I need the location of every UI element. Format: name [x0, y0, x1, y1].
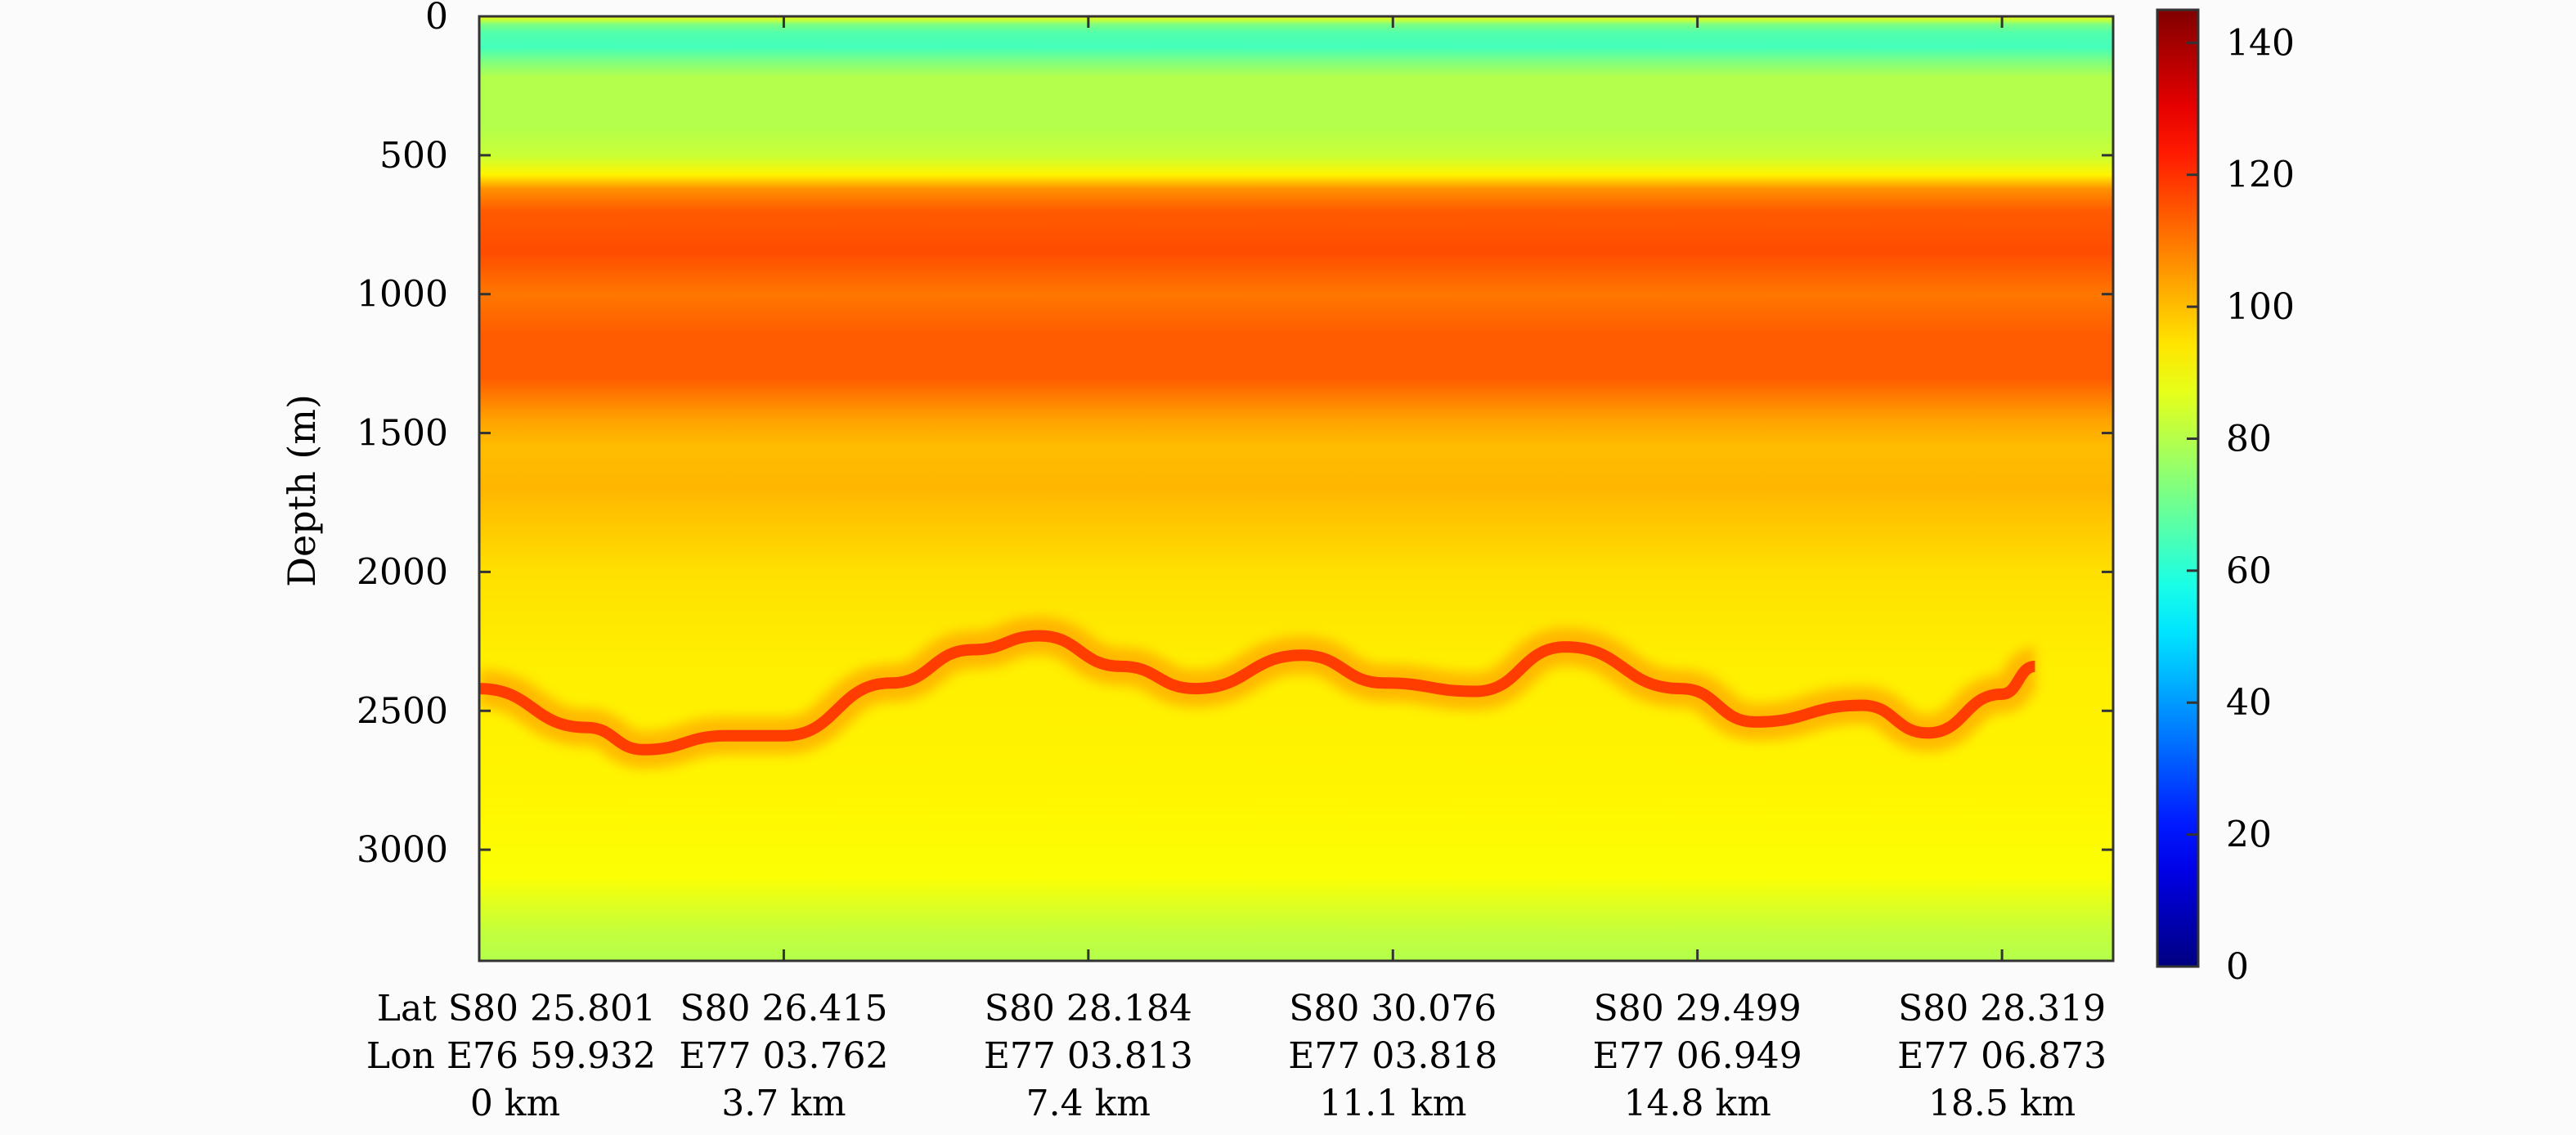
x-tick-longitude: E77 03.762 — [679, 1035, 888, 1077]
x-tick-latitude: S80 30.076 — [1289, 988, 1497, 1030]
x-tick-latitude: S80 28.319 — [1898, 988, 2106, 1030]
colorbar-tick-label: 0 — [2226, 946, 2249, 988]
x-tick-distance: 14.8 km — [1624, 1083, 1771, 1124]
y-tick-label: 1500 — [357, 413, 448, 455]
colorbar-ticks: 0 20 40 60 80 100 120 140 — [2187, 22, 2295, 988]
x-tick-latitude: S80 26.415 — [680, 988, 887, 1030]
colorbar-tick-label: 140 — [2226, 22, 2295, 64]
plot-area: 0 500 1000 1500 2000 2500 3000 — [357, 0, 2115, 962]
bed-reflector — [479, 630, 2036, 756]
x-tick-longitude: E77 03.818 — [1288, 1035, 1497, 1077]
x-axis-tick-labels: Lat S80 25.801 Lon E76 59.932 0 km S80 26.4… — [366, 988, 2107, 1124]
y-tick-label: 500 — [379, 135, 448, 177]
colorbar-tick-label: 60 — [2226, 550, 2272, 592]
y-axis-ticks: 0 500 1000 1500 2000 2500 3000 — [357, 0, 2113, 871]
x-tick-distance: 18.5 km — [1928, 1083, 2076, 1124]
heatmap-depth-bands — [479, 16, 2113, 961]
colorbar-scale — [2156, 8, 2200, 968]
y-tick-label: 2000 — [357, 551, 448, 593]
x-tick-longitude: E77 03.813 — [984, 1035, 1193, 1077]
colorbar-tick-label: 40 — [2226, 682, 2272, 724]
y-tick-label: 0 — [425, 0, 448, 38]
colorbar-tick-label: 20 — [2226, 814, 2272, 856]
x-tick-distance: 3.7 km — [721, 1083, 846, 1124]
y-tick-label: 3000 — [357, 829, 448, 871]
x-axis-ticks — [478, 16, 2004, 961]
x-tick-latitude: S80 28.184 — [985, 988, 1192, 1030]
x-tick-latitude: S80 29.499 — [1594, 988, 1802, 1030]
y-tick-label: 1000 — [357, 274, 448, 316]
colorbar-tick-label: 80 — [2226, 418, 2272, 460]
y-tick-label: 2500 — [357, 690, 448, 732]
x-tick-distance: 7.4 km — [1026, 1083, 1151, 1124]
x-tick-longitude: E77 06.873 — [1897, 1035, 2107, 1077]
x-tick-latitude: Lat S80 25.801 — [377, 988, 656, 1030]
x-tick-longitude: Lon E76 59.932 — [366, 1035, 656, 1077]
colorbar-tick-label: 120 — [2226, 155, 2295, 196]
x-tick-distance: 0 km — [470, 1083, 560, 1124]
colorbar: 0 20 40 60 80 100 120 140 — [2156, 8, 2295, 988]
x-tick-longitude: E77 06.949 — [1593, 1035, 1802, 1077]
plot-frame — [478, 15, 2115, 962]
colorbar-tick-label: 100 — [2226, 286, 2295, 328]
x-tick-distance: 11.1 km — [1319, 1083, 1466, 1124]
y-axis-label: Depth (m) — [280, 394, 324, 587]
